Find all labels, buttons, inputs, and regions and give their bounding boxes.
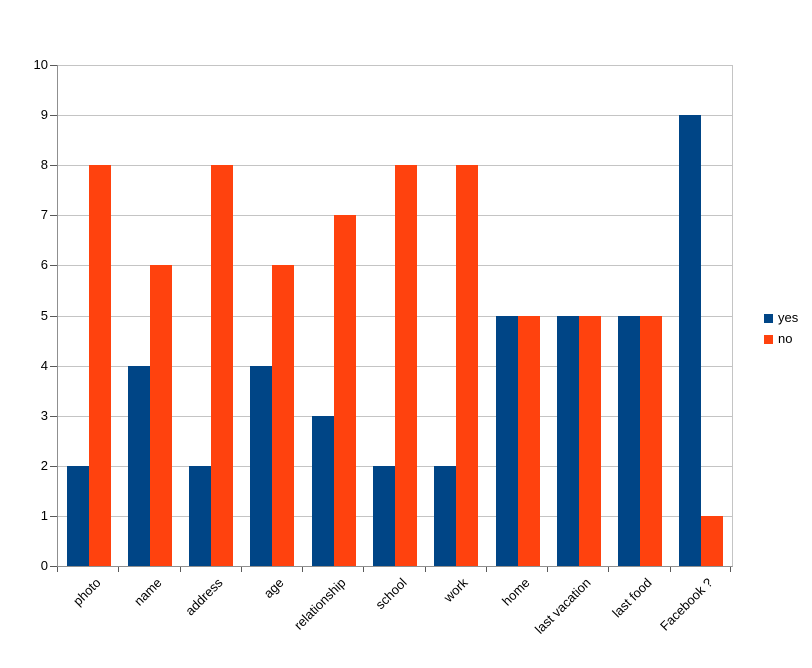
bar-no-facebook-	[701, 515, 724, 566]
bar-no-address	[211, 165, 234, 566]
bar-yes-address	[189, 465, 212, 566]
legend-item-no: no	[764, 332, 798, 346]
x-tick-0	[57, 567, 58, 572]
bar-no-school	[395, 165, 417, 566]
y-tick-9	[50, 115, 57, 117]
legend-label-yes: yes	[778, 310, 799, 325]
bar-no-home	[517, 315, 540, 566]
x-tick-10	[669, 567, 671, 572]
gridline-10	[58, 65, 732, 66]
x-tick-5	[363, 567, 365, 572]
legend-item-yes: yes	[764, 311, 798, 325]
x-tick-2	[179, 567, 181, 572]
bar-yes-work	[434, 465, 457, 566]
bar-no-name	[149, 265, 172, 566]
y-tick-1	[50, 515, 57, 517]
bar-no-photo	[88, 165, 111, 566]
y-axis-label-5: 5	[40, 307, 48, 323]
legend: yes no	[764, 311, 798, 353]
y-tick-7	[50, 215, 57, 217]
x-tick-4	[302, 567, 304, 572]
bar-yes-name	[127, 365, 150, 566]
y-axis-label-10: 10	[33, 57, 48, 72]
y-tick-6	[50, 265, 57, 267]
bar-yes-relationship	[311, 415, 334, 566]
bar-yes-last-food	[618, 315, 641, 566]
plot-area	[57, 65, 733, 567]
bar-yes-last-vacation	[556, 315, 579, 566]
bar-yes-age	[250, 365, 273, 566]
legend-swatch-no	[764, 334, 773, 344]
legend-swatch-yes	[764, 313, 773, 323]
y-axis-label-6: 6	[40, 257, 48, 273]
x-tick-1	[118, 567, 120, 572]
bar-no-age	[272, 265, 295, 566]
bar-no-relationship	[333, 215, 356, 566]
y-tick-3	[50, 415, 57, 417]
y-tick-5	[50, 315, 57, 317]
y-tick-0	[50, 566, 57, 567]
bar-yes-school	[373, 465, 395, 566]
x-tick-6	[424, 567, 426, 572]
y-axis-label-7: 7	[40, 207, 48, 223]
y-tick-8	[50, 165, 57, 167]
y-axis-label-2: 2	[40, 457, 48, 473]
y-axis-label-3: 3	[40, 407, 48, 423]
y-tick-2	[50, 465, 57, 467]
y-tick-4	[50, 365, 57, 367]
gridline-9	[58, 115, 732, 117]
bar-no-last-vacation	[578, 315, 601, 566]
x-tick-11	[730, 567, 731, 572]
bar-yes-photo	[66, 465, 89, 566]
x-tick-9	[608, 567, 610, 572]
x-tick-8	[547, 567, 549, 572]
bar-no-work	[456, 165, 479, 566]
bar-yes-home	[495, 315, 518, 566]
y-axis-label-0: 0	[40, 558, 48, 573]
x-tick-7	[485, 567, 487, 572]
x-tick-3	[240, 567, 242, 572]
bar-no-last-food	[640, 315, 663, 566]
y-axis-label-9: 9	[40, 107, 48, 123]
bar-yes-facebook-	[679, 115, 702, 566]
y-axis-label-1: 1	[40, 507, 48, 523]
y-axis-label-8: 8	[40, 157, 48, 173]
legend-label-no: no	[778, 331, 793, 346]
y-tick-10	[50, 65, 57, 66]
y-axis-label-4: 4	[40, 357, 48, 373]
